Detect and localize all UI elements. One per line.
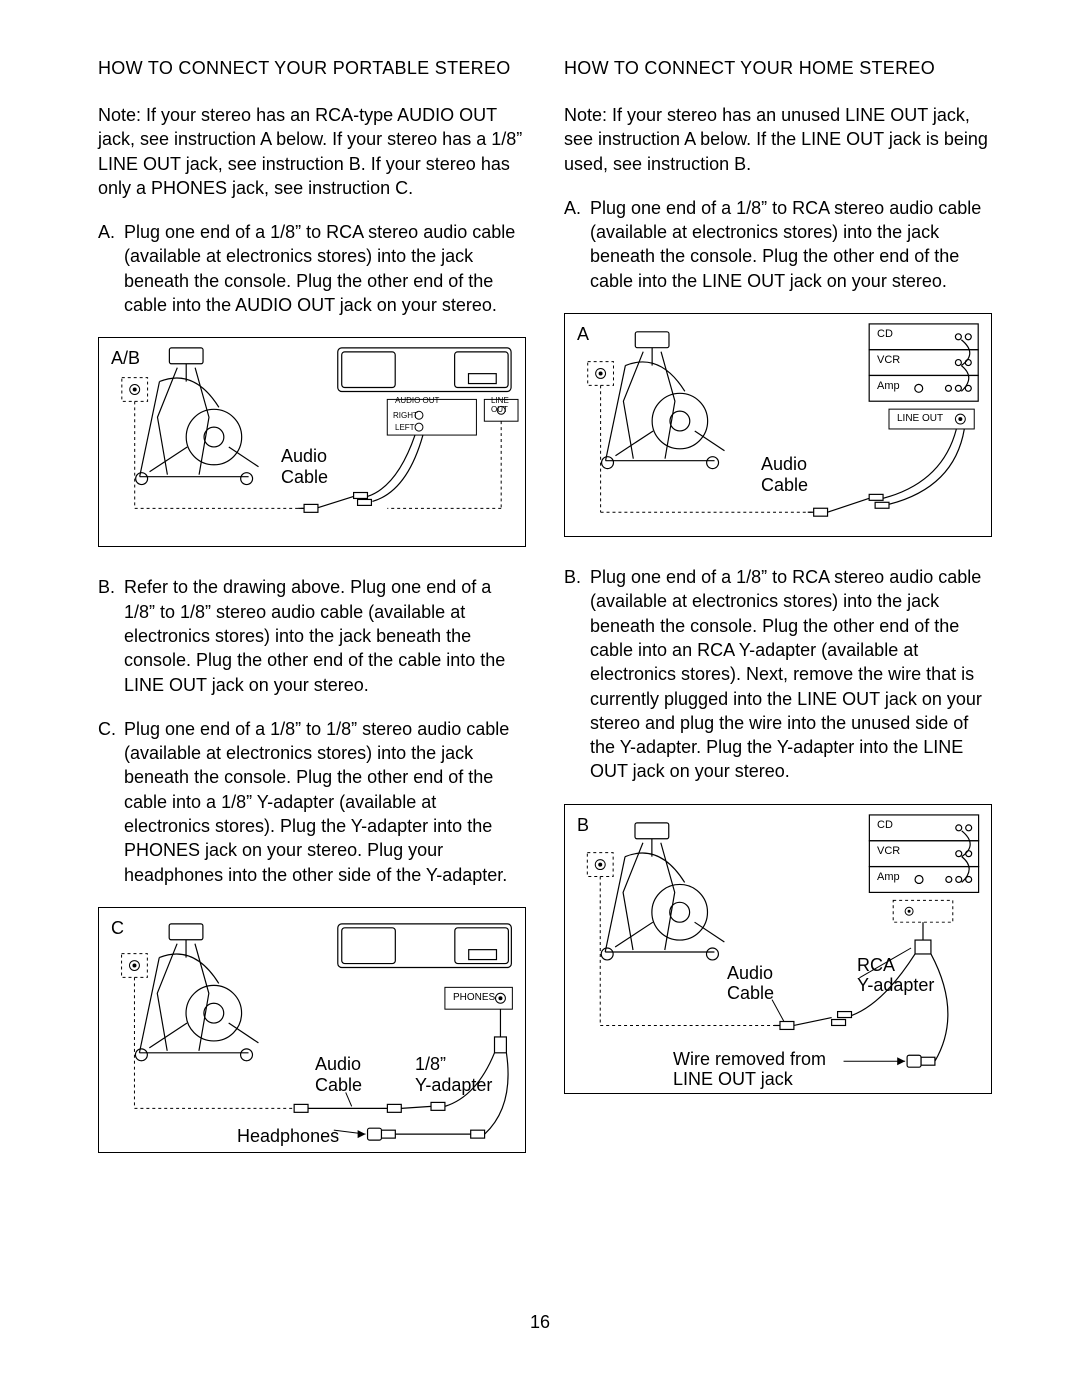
diag-ab-lineout: LINE OUT <box>491 396 525 414</box>
diag-hb-rcay: RCA Y-adapter <box>857 955 934 996</box>
marker-a: A. <box>98 220 124 317</box>
diag-ab-left: LEFT <box>395 423 415 432</box>
diag-ha-label: A <box>577 324 589 345</box>
diag-hb-vcr: VCR <box>877 845 900 857</box>
marker-ra: A. <box>564 196 590 293</box>
diagram-portable-ab: A/B <box>98 337 526 547</box>
diag-c-headphones: Headphones <box>237 1126 339 1147</box>
diagram-home-b: B <box>564 804 992 1094</box>
left-body-a: Plug one end of a 1/8” to RCA stereo aud… <box>124 220 526 317</box>
diag-ab-audioout: AUDIO OUT <box>395 396 439 405</box>
diag-hb-cd: CD <box>877 819 893 831</box>
diagram-c-svg <box>99 908 525 1152</box>
marker-b: B. <box>98 575 124 696</box>
diag-c-yadapter: 1/8” Y-adapter <box>415 1054 492 1095</box>
left-body-c: Plug one end of a 1/8” to 1/8” stereo au… <box>124 717 526 887</box>
diag-ab-audiocable: Audio Cable <box>281 446 328 487</box>
diag-ha-vcr: VCR <box>877 354 900 366</box>
diag-ha-amp: Amp <box>877 380 900 392</box>
left-heading: HOW TO CONNECT YOUR PORTABLE STEREO <box>98 58 526 79</box>
diag-ha-audiocable: Audio Cable <box>761 454 808 495</box>
diag-c-audiocable: Audio Cable <box>315 1054 362 1095</box>
right-note: Note: If your stereo has an unused LINE … <box>564 103 992 176</box>
diagram-ha-svg <box>565 314 991 536</box>
page-content: HOW TO CONNECT YOUR PORTABLE STEREO Note… <box>0 0 1080 1181</box>
right-body-a: Plug one end of a 1/8” to RCA stereo aud… <box>590 196 992 293</box>
diag-hb-amp: Amp <box>877 871 900 883</box>
diagram-portable-c: C <box>98 907 526 1153</box>
diag-ab-label: A/B <box>111 348 140 369</box>
diag-ha-cd: CD <box>877 328 893 340</box>
right-heading: HOW TO CONNECT YOUR HOME STEREO <box>564 58 992 79</box>
diag-ab-right: RIGHT <box>393 411 418 420</box>
left-body-b: Refer to the drawing above. Plug one end… <box>124 575 526 696</box>
marker-rb: B. <box>564 565 590 784</box>
diag-c-phones: PHONES <box>453 992 495 1003</box>
diag-hb-audiocable: Audio Cable <box>727 963 774 1004</box>
left-note: Note: If your stereo has an RCA-type AUD… <box>98 103 526 200</box>
left-item-b: B. Refer to the drawing above. Plug one … <box>98 575 526 696</box>
right-body-b: Plug one end of a 1/8” to RCA stereo aud… <box>590 565 992 784</box>
page-number: 16 <box>0 1312 1080 1333</box>
right-column: HOW TO CONNECT YOUR HOME STEREO Note: If… <box>564 58 992 1181</box>
left-item-c: C. Plug one end of a 1/8” to 1/8” stereo… <box>98 717 526 887</box>
diagram-ab-svg <box>99 338 525 546</box>
left-column: HOW TO CONNECT YOUR PORTABLE STEREO Note… <box>98 58 526 1181</box>
diagram-home-a: A <box>564 313 992 537</box>
left-item-a: A. Plug one end of a 1/8” to RCA stereo … <box>98 220 526 317</box>
diag-hb-label: B <box>577 815 589 836</box>
right-item-b: B. Plug one end of a 1/8” to RCA stereo … <box>564 565 992 784</box>
diag-ha-lineout: LINE OUT <box>897 413 943 424</box>
diag-hb-wire: Wire removed from LINE OUT jack <box>673 1049 826 1090</box>
marker-c: C. <box>98 717 124 887</box>
diag-c-label: C <box>111 918 124 939</box>
right-item-a: A. Plug one end of a 1/8” to RCA stereo … <box>564 196 992 293</box>
